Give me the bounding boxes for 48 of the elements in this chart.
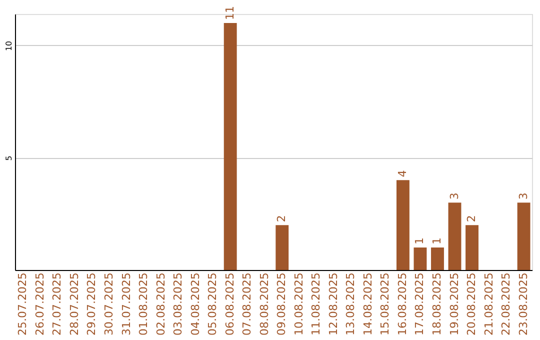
x-tick-label: 13.08.2025 xyxy=(344,272,358,336)
bar xyxy=(448,202,462,270)
x-tick-label: 21.08.2025 xyxy=(482,272,496,336)
x-tick-label: 02.08.2025 xyxy=(154,272,168,336)
x-tick-label: 05.08.2025 xyxy=(206,272,220,336)
x-tick-label: 09.08.2025 xyxy=(275,272,288,336)
x-tick-label: 29.07.2025 xyxy=(85,272,98,336)
x-tick-label: 11.08.2025 xyxy=(310,272,323,336)
x-tick-label: 10.08.2025 xyxy=(292,272,306,336)
data-label: 3 xyxy=(448,192,461,200)
data-label: 1 xyxy=(413,238,426,245)
data-label: 1 xyxy=(430,238,444,245)
data-label: 2 xyxy=(465,215,478,222)
x-tick-label: 18.08.2025 xyxy=(430,272,444,336)
x-tick-label: 03.08.2025 xyxy=(172,272,185,336)
x-tick-label: 06.08.2025 xyxy=(223,272,236,336)
x-tick-label: 23.08.2025 xyxy=(516,272,530,336)
x-tick-label: 16.08.2025 xyxy=(396,272,409,336)
bar xyxy=(224,22,237,270)
x-tick-label: 19.08.2025 xyxy=(448,272,461,336)
x-tick-label: 04.08.2025 xyxy=(188,272,202,336)
data-label: 11 xyxy=(223,6,236,20)
bar xyxy=(396,180,410,270)
y-tick-label: 10 xyxy=(4,40,14,52)
x-tick-label: 28.07.2025 xyxy=(68,272,81,336)
x-tick-label: 26.07.2025 xyxy=(33,272,46,336)
x-tick-label: 25.07.2025 xyxy=(16,272,30,336)
x-tick-label: 17.08.2025 xyxy=(413,272,426,336)
data-label: 2 xyxy=(275,215,288,222)
bar xyxy=(431,248,444,270)
y-tick-label: 5 xyxy=(4,156,14,161)
bar xyxy=(414,248,427,270)
data-label: 3 xyxy=(516,192,530,200)
x-tick-label: 30.07.2025 xyxy=(102,272,116,336)
x-tick-label: 08.08.2025 xyxy=(258,272,271,336)
x-tick-label: 01.08.2025 xyxy=(137,272,150,336)
x-tick-label: 07.08.2025 xyxy=(240,272,254,336)
x-tick-label: 31.07.2025 xyxy=(120,272,133,336)
bar xyxy=(466,225,478,270)
bar xyxy=(517,202,530,270)
x-tick-label: 20.08.2025 xyxy=(465,272,478,336)
x-tick-label: 12.08.2025 xyxy=(326,272,340,336)
x-tick-label: 22.08.2025 xyxy=(500,272,513,336)
x-tick-label: 27.07.2025 xyxy=(50,272,64,336)
bar xyxy=(276,225,289,270)
data-label: 4 xyxy=(396,170,409,178)
x-tick-label: 14.08.2025 xyxy=(361,272,374,336)
x-tick-label: 15.08.2025 xyxy=(378,272,392,336)
